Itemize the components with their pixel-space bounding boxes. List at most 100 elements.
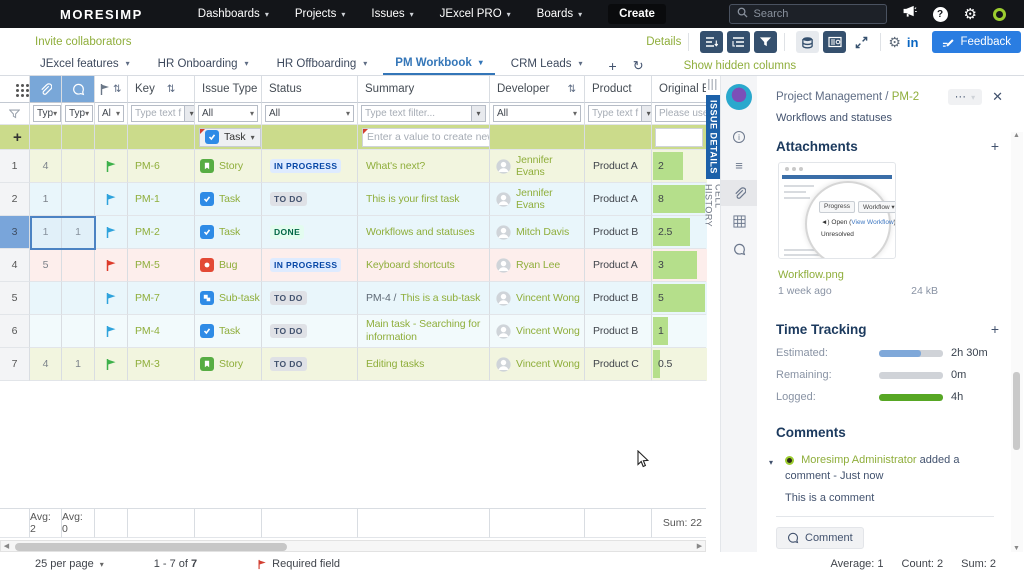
attachment-thumbnail[interactable]: Progress Workflow ▾ ◄) Open (View Workfl… — [778, 162, 896, 259]
status-column-header[interactable]: Status — [262, 76, 358, 103]
help-icon[interactable]: ? — [933, 7, 948, 22]
invite-collaborators-link[interactable]: Invite collaborators — [35, 36, 132, 48]
product-cell[interactable]: Product A — [585, 249, 652, 282]
original-estimate-column-header[interactable]: Original E — [652, 76, 706, 103]
add-row-cell[interactable]: + — [0, 125, 30, 150]
scrollbar-thumb[interactable] — [15, 543, 287, 551]
issue-type-cell[interactable]: Sub-task — [195, 282, 262, 315]
summary-cell[interactable]: What's next? — [358, 150, 490, 183]
app-logo[interactable]: MORESIMP — [60, 7, 143, 22]
comments-count-cell[interactable] — [62, 249, 95, 282]
status-cell[interactable]: TO DO — [262, 348, 358, 381]
key-column-header[interactable]: Key⇅ — [128, 76, 195, 103]
product-cell[interactable]: Product B — [585, 282, 652, 315]
attachments-column-header[interactable] — [30, 76, 62, 103]
product-cell[interactable]: Product B — [585, 315, 652, 348]
row-number-cell[interactable]: 3 — [0, 216, 30, 249]
panel-scrollbar[interactable]: ▲ ▼ — [1011, 132, 1023, 552]
row-number-cell[interactable]: 5 — [0, 282, 30, 315]
attachments-count-cell[interactable] — [30, 282, 62, 315]
comments-column-header[interactable] — [62, 76, 95, 103]
summary-column-header[interactable]: Summary — [358, 76, 490, 103]
original-estimate-cell[interactable]: 0.5 — [652, 348, 706, 381]
flag-column-header[interactable]: ⇅ — [95, 76, 128, 103]
comment-header[interactable]: ▾ Moresimp Administrator added a comment… — [785, 452, 990, 484]
issue-type-cell[interactable]: Story — [195, 150, 262, 183]
nav-item-jexcel-pro[interactable]: JExcel PRO▾ — [440, 8, 511, 20]
issue-details-tab[interactable]: ISSUE DETAILS — [706, 95, 721, 179]
developer-cell[interactable]: Ryan Lee — [490, 249, 585, 282]
attachments-count-cell[interactable]: 4 — [30, 348, 62, 381]
panel-resize-handle[interactable] — [708, 79, 718, 90]
developer-filter[interactable]: All▾ — [490, 103, 585, 125]
show-hidden-columns-link[interactable]: Show hidden columns — [684, 60, 797, 72]
attachments-count-cell[interactable]: 1 — [30, 216, 62, 249]
product-cell[interactable]: Product A — [585, 150, 652, 183]
flag-cell[interactable] — [95, 183, 128, 216]
panel-scroll-up[interactable]: ▲ — [1013, 132, 1020, 139]
status-cell[interactable]: DONE — [262, 216, 358, 249]
summary-cell[interactable]: Editing tasks — [358, 348, 490, 381]
per-page-select[interactable]: 25 per page▾ — [35, 558, 104, 570]
issue-type-cell[interactable]: Task — [195, 183, 262, 216]
comment-button[interactable]: Comment — [776, 527, 864, 549]
flag-filter[interactable]: Al▾ — [95, 103, 128, 125]
summary-cell[interactable]: This is your first task — [358, 183, 490, 216]
create-button[interactable]: Create — [608, 4, 666, 24]
comments-count-cell[interactable] — [62, 315, 95, 348]
workbook-settings-gear-icon[interactable]: ⚙ — [888, 34, 901, 51]
issue-type-cell[interactable]: Story — [195, 348, 262, 381]
status-cell[interactable]: IN PROGRESS — [262, 150, 358, 183]
key-cell[interactable]: PM-1 — [128, 183, 195, 216]
panel-scroll-down[interactable]: ▼ — [1013, 545, 1020, 552]
issue-type-filter[interactable]: All▾ — [195, 103, 262, 125]
status-cell[interactable]: TO DO — [262, 282, 358, 315]
summary-filter[interactable]: Type text filter...▾ — [358, 103, 490, 125]
user-avatar[interactable] — [993, 8, 1006, 21]
panel-scroll-thumb[interactable] — [1013, 372, 1020, 450]
original-estimate-filter[interactable]: Please use — [652, 103, 706, 125]
product-cell[interactable]: Product C — [585, 348, 652, 381]
original-estimate-cell[interactable]: 1 — [652, 315, 706, 348]
developer-cell[interactable]: Vincent Wong — [490, 282, 585, 315]
product-column-header[interactable]: Product — [585, 76, 652, 103]
comments-count-cell[interactable] — [62, 183, 95, 216]
row-number-cell[interactable]: 2 — [0, 183, 30, 216]
attachments-filter[interactable]: Typ▾ — [30, 103, 62, 125]
developer-column-header[interactable]: Developer⇅ — [490, 76, 585, 103]
key-cell[interactable]: PM-7 — [128, 282, 195, 315]
close-panel-icon[interactable]: ✕ — [992, 89, 1003, 105]
original-estimate-cell[interactable]: 8 — [652, 183, 706, 216]
flag-cell[interactable] — [95, 348, 128, 381]
flag-cell[interactable] — [95, 249, 128, 282]
new-comments-cell[interactable] — [62, 125, 95, 150]
row-number-cell[interactable]: 4 — [0, 249, 30, 282]
nav-item-boards[interactable]: Boards▾ — [537, 8, 582, 20]
nav-item-issues[interactable]: Issues▾ — [371, 8, 413, 20]
product-cell[interactable]: Product A — [585, 183, 652, 216]
new-summary-input[interactable]: Enter a value to create new — [358, 125, 490, 150]
feedback-button[interactable]: Feedback — [932, 31, 1021, 53]
developer-cell[interactable]: Vincent Wong — [490, 348, 585, 381]
select-all-cell[interactable] — [0, 76, 30, 103]
comment-author[interactable]: Moresimp Administrator — [801, 454, 917, 466]
fields-list-icon[interactable]: ≡ — [721, 152, 757, 178]
issue-type-cell[interactable]: Bug — [195, 249, 262, 282]
summary-cell[interactable]: Workflows and statuses — [358, 216, 490, 249]
product-cell[interactable]: Product B — [585, 216, 652, 249]
table-grid-icon[interactable] — [721, 208, 757, 234]
scroll-right-arrow[interactable]: ▶ — [694, 542, 705, 550]
key-cell[interactable]: PM-5 — [128, 249, 195, 282]
comments-count-cell[interactable] — [62, 282, 95, 315]
comments-filter[interactable]: Typ▾ — [62, 103, 95, 125]
comments-count-cell[interactable] — [62, 150, 95, 183]
nav-item-dashboards[interactable]: Dashboards▾ — [198, 8, 269, 20]
attachments-count-cell[interactable] — [30, 315, 62, 348]
comments-tab-icon[interactable] — [721, 236, 757, 262]
original-estimate-cell[interactable]: 2 — [652, 150, 706, 183]
new-flag-cell[interactable] — [95, 125, 128, 150]
collapse-comment-icon[interactable]: ▾ — [769, 455, 773, 471]
search-input[interactable]: Search — [729, 4, 887, 24]
key-cell[interactable]: PM-2 — [128, 216, 195, 249]
tab-hr-onboarding[interactable]: HR Onboarding▾ — [146, 57, 261, 75]
